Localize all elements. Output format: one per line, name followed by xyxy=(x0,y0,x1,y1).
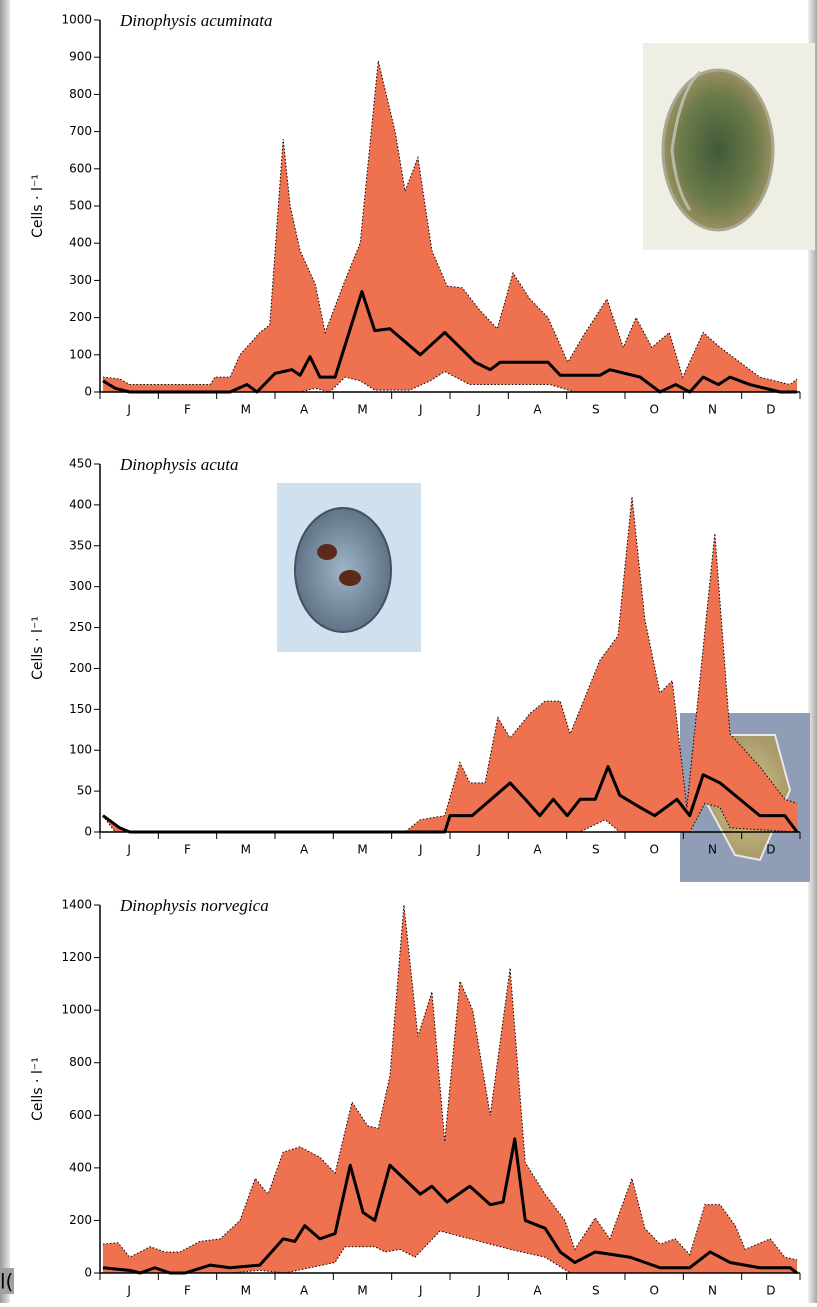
y-tick-label: 200 xyxy=(69,310,92,324)
y-tick-label: 1200 xyxy=(61,950,92,964)
panel: 0 200 400 600 800 1000 1200 1400 J F M A M J J A S O N D Din… xyxy=(30,896,800,1298)
x-tick-label: J xyxy=(418,1284,423,1298)
y-axis-label: Cells · l⁻¹ xyxy=(30,1057,46,1121)
y-tick-label: 200 xyxy=(69,1213,92,1227)
y-tick-label: 150 xyxy=(69,702,92,716)
y-tick-label: 1000 xyxy=(61,13,92,27)
x-tick-label: S xyxy=(592,843,600,857)
chart-title: Dinophysis acuta xyxy=(119,455,239,474)
x-tick-label: A xyxy=(533,403,542,417)
y-tick-label: 800 xyxy=(69,87,92,101)
page: l( 01002003004005006007008009001000JFMAM… xyxy=(0,0,817,1307)
x-tick-label: D xyxy=(766,843,775,857)
x-tick-label: A xyxy=(533,843,542,857)
y-tick-label: 400 xyxy=(69,236,92,250)
x-tick-label: J xyxy=(418,843,423,857)
y-tick-label: 100 xyxy=(69,347,92,361)
y-tick-label: 450 xyxy=(69,457,92,471)
y-tick-label: 400 xyxy=(69,497,92,511)
chart-title: Dinophysis norvegica xyxy=(119,896,269,915)
x-tick-label: F xyxy=(184,1284,191,1298)
y-tick-label: 100 xyxy=(69,743,92,757)
y-tick-label: 900 xyxy=(69,50,92,64)
y-tick-label: 50 xyxy=(77,784,92,798)
x-tick-label: J xyxy=(476,1284,481,1298)
band-fill xyxy=(103,905,797,1273)
x-tick-label: O xyxy=(649,843,658,857)
x-tick-label: F xyxy=(184,843,191,857)
y-tick-label: 800 xyxy=(69,1055,92,1069)
y-tick-label: 350 xyxy=(69,538,92,552)
y-tick-label: 600 xyxy=(69,1108,92,1122)
x-tick-label: J xyxy=(476,403,481,417)
x-tick-label: F xyxy=(184,403,191,417)
chart: l( 01002003004005006007008009001000JFMAM… xyxy=(0,0,817,1303)
x-tick-label: J xyxy=(476,843,481,857)
x-tick-label: M xyxy=(241,403,251,417)
y-tick-label: 300 xyxy=(69,579,92,593)
y-tick-label: 1400 xyxy=(61,898,92,912)
x-tick-label: J xyxy=(126,403,131,417)
fragment-text: l( xyxy=(0,1270,13,1294)
x-tick-label: M xyxy=(357,843,367,857)
y-tick-label: 0 xyxy=(84,825,92,839)
x-tick-label: N xyxy=(708,403,717,417)
x-tick-label: M xyxy=(357,1284,367,1298)
y-tick-label: 500 xyxy=(69,199,92,213)
x-tick-label: S xyxy=(592,403,600,417)
y-tick-label: 400 xyxy=(69,1160,92,1174)
x-tick-label: O xyxy=(649,403,658,417)
x-tick-label: N xyxy=(708,1284,717,1298)
x-tick-label: A xyxy=(300,843,309,857)
band-fill xyxy=(103,497,797,832)
x-tick-label: N xyxy=(708,843,717,857)
x-tick-label: J xyxy=(126,843,131,857)
x-tick-label: M xyxy=(241,843,251,857)
y-tick-label: 0 xyxy=(84,385,92,399)
x-tick-label: S xyxy=(592,1284,600,1298)
edge xyxy=(0,0,10,1303)
x-tick-label: J xyxy=(126,1284,131,1298)
photo xyxy=(643,43,815,250)
chart-title: Dinophysis acuminata xyxy=(119,11,273,30)
x-tick-label: A xyxy=(533,1284,542,1298)
photo xyxy=(277,483,421,652)
x-tick-label: M xyxy=(357,403,367,417)
y-tick-label: 1000 xyxy=(61,1003,92,1017)
x-tick-label: M xyxy=(241,1284,251,1298)
y-axis-label: Cells · l⁻¹ xyxy=(30,174,46,238)
x-tick-label: A xyxy=(300,403,309,417)
x-tick-label: O xyxy=(649,1284,658,1298)
y-tick-label: 200 xyxy=(69,661,92,675)
y-tick-label: 300 xyxy=(69,273,92,287)
y-axis-label: Cells · l⁻¹ xyxy=(30,616,46,680)
x-tick-label: J xyxy=(418,403,423,417)
y-tick-label: 600 xyxy=(69,161,92,175)
y-tick-label: 250 xyxy=(69,620,92,634)
y-tick-label: 0 xyxy=(84,1266,92,1280)
x-tick-label: D xyxy=(766,1284,775,1298)
x-tick-label: A xyxy=(300,1284,309,1298)
y-tick-label: 700 xyxy=(69,124,92,138)
x-tick-label: D xyxy=(766,403,775,417)
